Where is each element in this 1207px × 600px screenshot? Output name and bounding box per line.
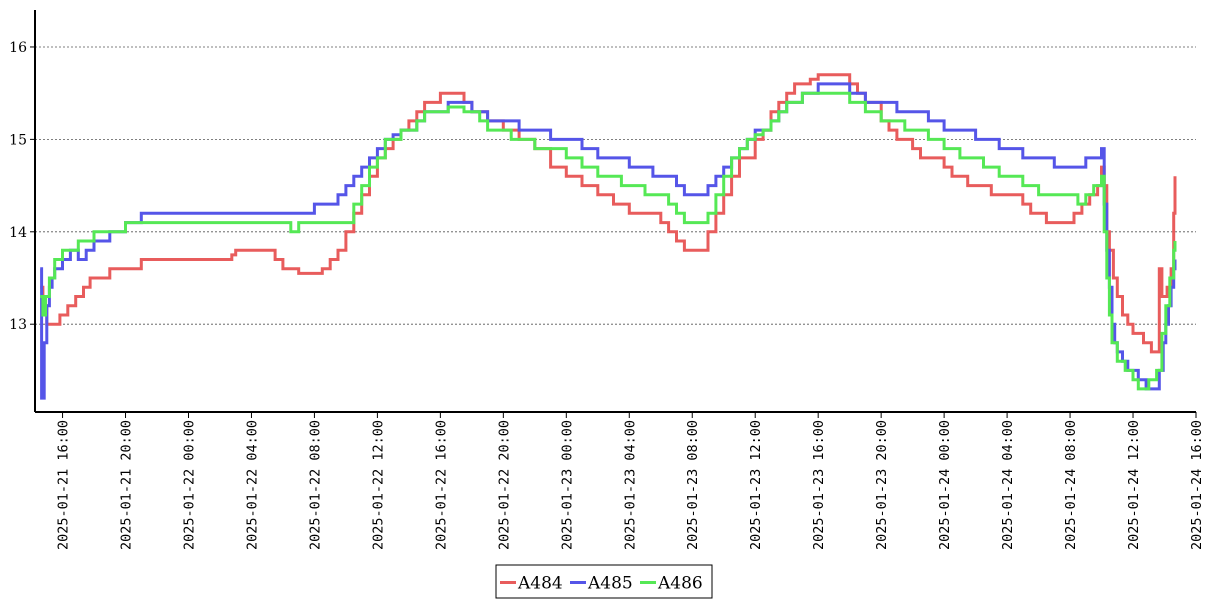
y-tick-label: 13 <box>9 317 27 333</box>
legend: A484 A485 A486 <box>495 564 713 599</box>
x-tick-label: 2025-01-24 08:00 <box>1063 420 1079 550</box>
legend-label-a486: A486 <box>657 574 703 594</box>
x-tick-label: 2025-01-21 20:00 <box>119 420 135 550</box>
x-tick-label: 2025-01-23 20:00 <box>874 420 890 550</box>
x-tick-label: 2025-01-23 08:00 <box>685 420 701 550</box>
x-tick-label: 2025-01-21 16:00 <box>56 420 72 550</box>
x-axis-ticks: 2025-01-21 16:00 2025-01-21 20:00 2025-01-… <box>56 412 1205 550</box>
x-tick-label: 2025-01-22 12:00 <box>370 420 386 550</box>
series-lines <box>40 73 1177 400</box>
x-tick-label: 2025-01-24 16:00 <box>1189 420 1205 550</box>
x-tick-label: 2025-01-22 20:00 <box>496 420 512 550</box>
x-tick-label: 2025-01-22 04:00 <box>244 420 260 550</box>
series-line-a485 <box>40 82 1177 400</box>
y-axis-ticks: 13 14 15 16 <box>9 40 35 333</box>
series-line-a484 <box>40 73 1177 354</box>
x-tick-label: 2025-01-23 12:00 <box>748 420 764 550</box>
x-tick-label: 2025-01-23 00:00 <box>559 420 575 550</box>
x-tick-label: 2025-01-23 04:00 <box>622 420 638 550</box>
y-tick-label: 14 <box>9 225 27 241</box>
legend-label-a484: A484 <box>517 574 563 594</box>
grid-lines <box>35 46 1196 325</box>
y-tick-label: 16 <box>9 40 27 56</box>
x-tick-label: 2025-01-23 16:00 <box>811 420 827 550</box>
x-tick-label: 2025-01-24 12:00 <box>1126 420 1142 550</box>
x-tick-label: 2025-01-22 00:00 <box>181 420 197 550</box>
legend-box <box>495 564 713 599</box>
x-tick-label: 2025-01-24 04:00 <box>1000 420 1016 550</box>
x-tick-label: 2025-01-22 16:00 <box>433 420 449 550</box>
legend-label-a485: A485 <box>587 574 633 594</box>
x-tick-label: 2025-01-24 00:00 <box>937 420 953 550</box>
x-tick-label: 2025-01-22 08:00 <box>307 420 323 550</box>
y-tick-label: 15 <box>9 132 27 148</box>
series-line-a486 <box>40 91 1177 391</box>
